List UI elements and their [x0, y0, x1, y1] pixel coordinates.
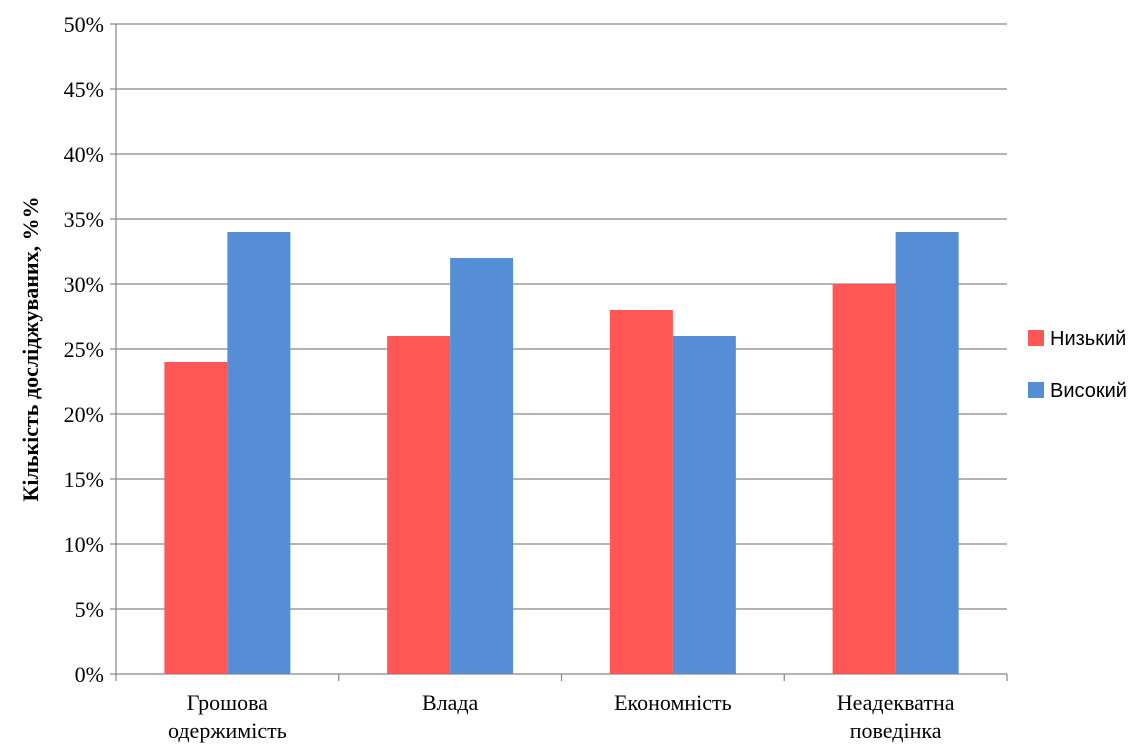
y-axis-title: Кількість досліджуваних, %%: [18, 196, 43, 501]
x-category-label: Грошова одержимість: [168, 690, 287, 743]
legend-swatch-low: [1028, 330, 1044, 346]
y-tick-label: 0%: [75, 662, 104, 687]
bar-low-3: [832, 284, 896, 674]
bar-low-0: [164, 362, 228, 674]
x-category-label: Економність: [614, 690, 732, 715]
y-tick-label: 20%: [64, 402, 104, 427]
x-category-label-line: поведінка: [850, 718, 942, 743]
axes: [110, 23, 1008, 681]
y-tick-labels: 0% 5% 10% 15% 20% 25% 30% 35% 40% 45% 50%: [64, 12, 104, 687]
legend-label-high: Високий: [1050, 380, 1127, 402]
x-category-label: Влада: [422, 690, 479, 715]
legend-label-low: Низький: [1050, 328, 1126, 350]
x-category-label-line: Неадекватна: [837, 690, 955, 715]
legend: Низький Високий: [1028, 328, 1127, 402]
y-tick-label: 25%: [64, 337, 104, 362]
bar-high-2: [672, 336, 736, 674]
legend-swatch-high: [1028, 382, 1044, 398]
x-category-label: Неадекватна поведінка: [837, 690, 955, 743]
bars: [164, 232, 959, 674]
x-category-label-line: одержимість: [168, 718, 287, 743]
x-category-label-line: Економність: [614, 690, 732, 715]
y-tick-label: 15%: [64, 467, 104, 492]
y-tick-label: 30%: [64, 272, 104, 297]
y-tick-label: 10%: [64, 532, 104, 557]
y-tick-label: 35%: [64, 207, 104, 232]
y-tick-label: 45%: [64, 77, 104, 102]
x-category-label-line: Грошова: [187, 690, 268, 715]
y-tick-label: 5%: [75, 597, 104, 622]
bar-high-1: [450, 258, 514, 674]
y-tick-label: 40%: [64, 142, 104, 167]
x-category-label-line: Влада: [422, 690, 479, 715]
x-category-labels: Грошова одержимість Влада Економність Неадек…: [168, 690, 955, 743]
bar-low-2: [609, 310, 673, 674]
y-tick-label: 50%: [64, 12, 104, 37]
bar-high-3: [895, 232, 959, 674]
bar-low-1: [387, 336, 451, 674]
bar-high-0: [227, 232, 291, 674]
